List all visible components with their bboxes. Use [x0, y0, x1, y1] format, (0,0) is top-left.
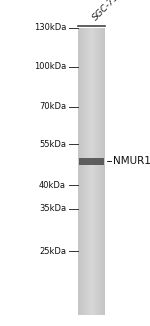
Bar [88, 28, 89, 315]
Bar [86, 28, 87, 315]
Bar [83, 28, 84, 315]
Bar [79, 158, 104, 165]
Bar [79, 28, 80, 315]
Text: 100kDa: 100kDa [34, 62, 66, 71]
Bar [102, 28, 103, 315]
Bar [91, 28, 92, 315]
Bar [100, 28, 101, 315]
Bar [85, 28, 86, 315]
Bar [101, 28, 102, 315]
Bar [96, 28, 97, 315]
Bar [89, 28, 90, 315]
Bar [84, 28, 85, 315]
Bar [95, 28, 96, 315]
Bar [78, 28, 79, 315]
Text: 130kDa: 130kDa [34, 23, 66, 32]
Bar [98, 28, 99, 315]
Text: 25kDa: 25kDa [39, 246, 66, 256]
Bar [104, 28, 105, 315]
Bar [93, 28, 94, 315]
Text: 55kDa: 55kDa [39, 140, 66, 149]
Bar [89, 28, 90, 315]
Bar [97, 28, 98, 315]
Bar [104, 28, 105, 315]
Text: SGC-7901: SGC-7901 [92, 0, 130, 22]
Bar [80, 28, 81, 315]
Bar [99, 28, 100, 315]
Bar [84, 28, 85, 315]
Bar [81, 28, 82, 315]
Bar [83, 28, 84, 315]
Text: 70kDa: 70kDa [39, 102, 66, 111]
Bar [78, 28, 105, 315]
Text: 40kDa: 40kDa [39, 181, 66, 190]
Bar [82, 28, 83, 315]
Bar [90, 28, 91, 315]
Bar [87, 28, 88, 315]
Text: 35kDa: 35kDa [39, 204, 66, 213]
Bar [94, 28, 95, 315]
Text: NMUR1: NMUR1 [112, 156, 150, 166]
Bar [85, 28, 86, 315]
Bar [92, 28, 93, 315]
Bar [103, 28, 104, 315]
Bar [90, 28, 91, 315]
